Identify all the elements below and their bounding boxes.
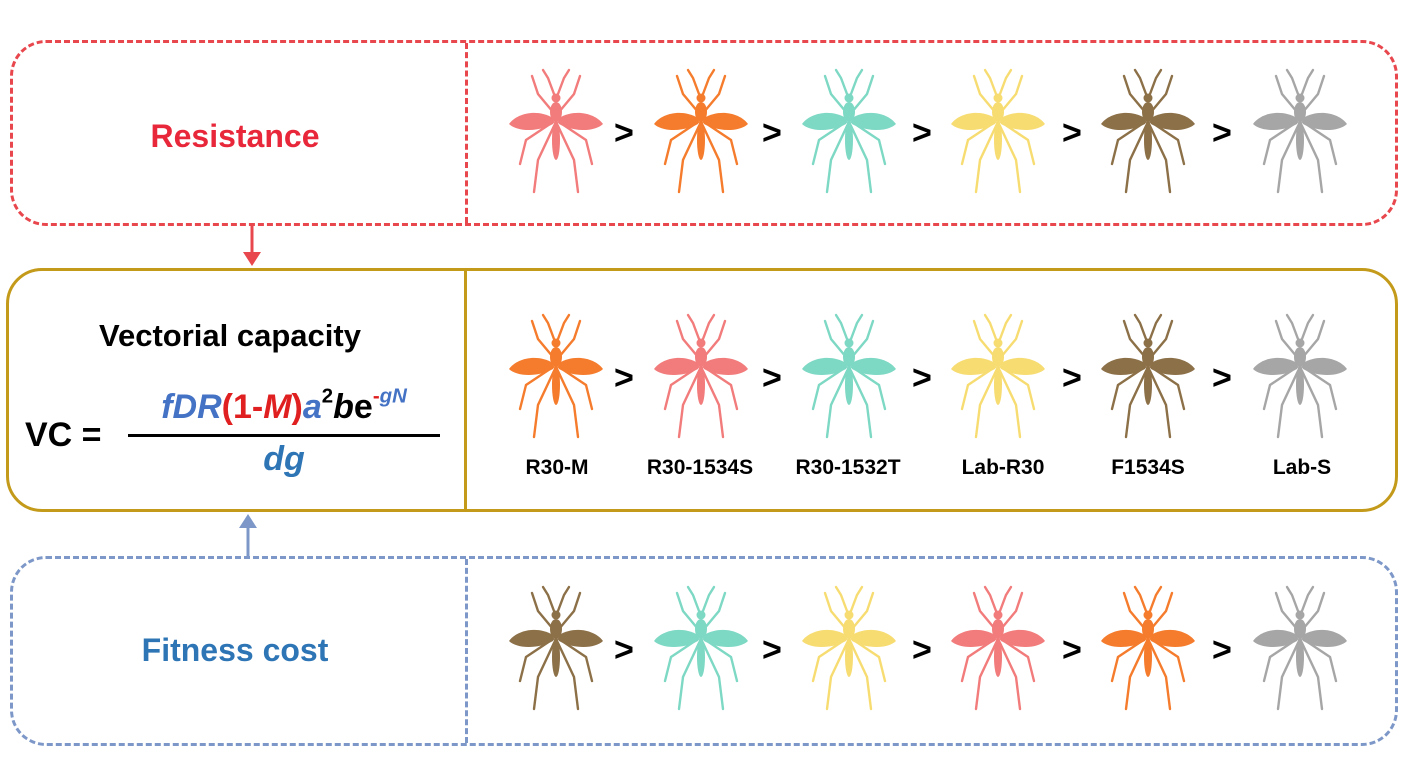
greater-than-sign: > (912, 359, 932, 397)
greater-than-sign: > (1062, 359, 1082, 397)
vc-m: M (263, 388, 292, 426)
fitness-ranking-row: > > > > > (0, 585, 1402, 715)
mosquito-r30-1534s-icon (653, 313, 749, 443)
greater-than-sign: > (1212, 359, 1232, 397)
vectorial-panel-divider (464, 271, 467, 509)
vc-exp-gn: gN (379, 385, 407, 408)
mosquito-f1534s-icon (508, 585, 604, 715)
vc-e: e (353, 388, 373, 426)
fitness-panel-divider (465, 559, 468, 743)
vc-paren-open: ( (221, 388, 233, 426)
mosquito-r30-1532t-icon (801, 68, 897, 198)
greater-than-sign: > (1062, 631, 1082, 669)
vc-b: b (333, 388, 354, 426)
greater-than-sign: > (1212, 631, 1232, 669)
mosquito-r30-1532t-icon (801, 313, 897, 443)
greater-than-sign: > (614, 359, 634, 397)
vc-equals: VC = (25, 416, 102, 454)
mosquito-lab-r30-icon (950, 313, 1046, 443)
greater-than-sign: > (762, 114, 782, 152)
resistance-to-vc-arrow (243, 226, 261, 266)
mosquito-r30-1534s-icon (508, 68, 604, 198)
mosquito-r30-m-icon (508, 313, 604, 443)
resistance-ranking-row: > > > > > (0, 68, 1402, 198)
greater-than-sign: > (762, 359, 782, 397)
vc-fraction-bar (128, 434, 440, 437)
strain-label-lab-s: Lab-S (1272, 456, 1332, 479)
vc-e-exponent: -gN (373, 386, 407, 408)
vc-denominator: dg (263, 440, 305, 478)
fitness-cost-label: Fitness cost (141, 632, 329, 668)
fitness-to-vc-arrow (239, 514, 257, 558)
mosquito-lab-s-icon (1252, 313, 1348, 443)
vc-exp-sign: - (372, 385, 380, 408)
mosquito-r30-m-icon (1100, 585, 1196, 715)
strain-label-lab-r30: Lab-R30 (961, 456, 1045, 479)
mosquito-r30-1532t-icon (653, 585, 749, 715)
strain-label-f1534s: F1534S (1111, 456, 1185, 479)
strain-label-r30-1534s: R30-1534S (646, 456, 754, 479)
mosquito-f1534s-icon (1100, 313, 1196, 443)
mosquito-r30-m-icon (653, 68, 749, 198)
fitness-cost-panel (10, 556, 1398, 746)
vc-a-exponent: 2 (321, 385, 334, 408)
vectorial-capacity-panel (6, 268, 1398, 512)
greater-than-sign: > (614, 114, 634, 152)
vc-fdr: fDR (161, 388, 222, 426)
strain-label-r30-1532t: R30-1532T (795, 456, 901, 479)
mosquito-lab-r30-icon (950, 68, 1046, 198)
mosquito-lab-s-icon (1252, 585, 1348, 715)
greater-than-sign: > (1062, 114, 1082, 152)
mosquito-f1534s-icon (1100, 68, 1196, 198)
resistance-label: Resistance (150, 118, 320, 154)
vc-one-minus: 1- (232, 388, 264, 426)
vectorial-ranking-row: > > > > > (0, 313, 1402, 443)
resistance-panel (10, 40, 1398, 226)
vc-numerator: fDR(1-M)a2be-gN (128, 385, 440, 427)
resistance-panel-divider (465, 43, 468, 223)
mosquito-r30-1534s-icon (950, 585, 1046, 715)
vc-paren-close: ) (291, 388, 303, 426)
greater-than-sign: > (762, 631, 782, 669)
vc-a: a (302, 388, 322, 426)
mosquito-lab-s-icon (1252, 68, 1348, 198)
mosquito-lab-r30-icon (801, 585, 897, 715)
greater-than-sign: > (1212, 114, 1232, 152)
greater-than-sign: > (912, 631, 932, 669)
vectorial-capacity-title: Vectorial capacity (99, 318, 361, 353)
greater-than-sign: > (912, 114, 932, 152)
strain-label-r30-m: R30-M (525, 456, 589, 479)
greater-than-sign: > (614, 631, 634, 669)
